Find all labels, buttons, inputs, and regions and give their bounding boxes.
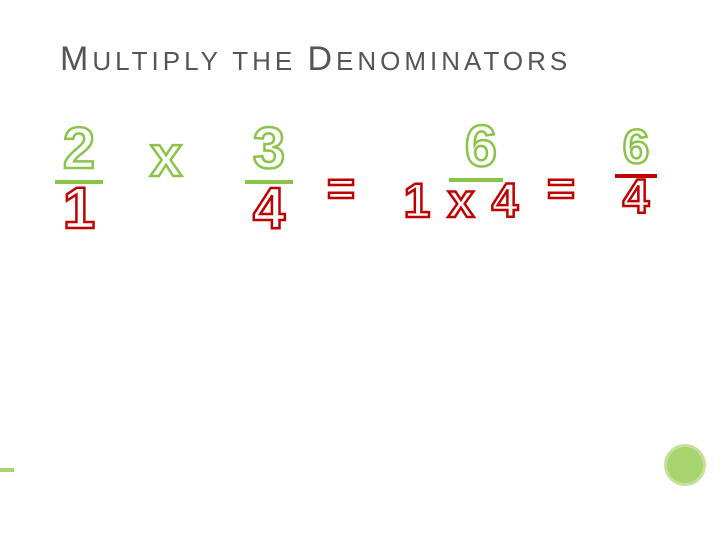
fraction-2-numerator: 3 — [253, 120, 285, 178]
title-word1-rest: ULTIPLY — [92, 46, 221, 76]
title-middle: THE — [221, 46, 307, 76]
fraction-4: 6 4 — [615, 124, 657, 222]
fraction-4-denominator: 4 — [623, 174, 650, 222]
title-cap-2: D — [307, 40, 336, 78]
equals-1: = — [327, 166, 355, 214]
times-glyph: x — [150, 124, 182, 189]
times-sign: x — [150, 128, 182, 186]
fraction-2: 3 4 — [245, 120, 293, 238]
fraction-2-denominator: 4 — [253, 180, 285, 238]
equals-2: = — [547, 166, 575, 214]
fraction-4-numerator: 6 — [623, 124, 650, 172]
equals-1-glyph: = — [327, 163, 355, 216]
equals-2-glyph: = — [547, 163, 575, 216]
fraction-3-numerator: 6 — [465, 118, 537, 176]
fraction-1-numerator: 2 — [63, 120, 95, 178]
title-word2-rest: ENOMINATORS — [336, 46, 571, 76]
title-cap-1: M — [60, 40, 92, 78]
fraction-1: 2 1 — [55, 120, 103, 238]
fraction-1-denominator: 1 — [63, 180, 95, 238]
slide-title: MULTIPLY THE DENOMINATORS — [60, 40, 571, 79]
fraction-3-denominator: 1 x 4 — [404, 178, 521, 226]
corner-dot-icon — [664, 444, 706, 486]
left-tick-icon — [0, 468, 14, 472]
fraction-3: 6 1 x 4 — [387, 118, 537, 226]
equation-row: 2 1 x 3 4 = 6 1 x 4 = 6 4 — [55, 120, 680, 280]
